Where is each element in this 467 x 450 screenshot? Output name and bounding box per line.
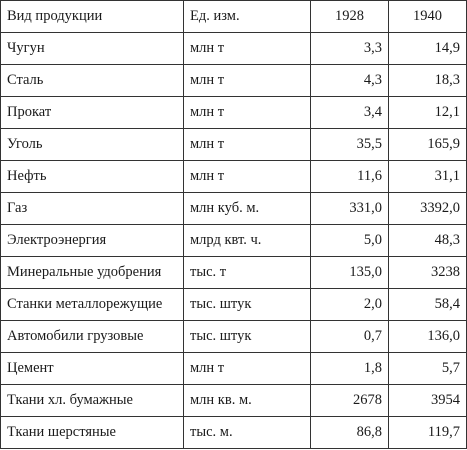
row-value-1940: 31,1 bbox=[388, 160, 467, 193]
row-value-1940: 165,9 bbox=[388, 128, 467, 161]
row-value-1928: 5,0 bbox=[310, 224, 389, 257]
header-unit: Ед. изм. bbox=[183, 0, 311, 33]
row-value-1940: 119,7 bbox=[388, 416, 467, 449]
row-value-1940: 136,0 bbox=[388, 320, 467, 353]
row-unit: млн т bbox=[183, 160, 311, 193]
row-value-1928: 2,0 bbox=[310, 288, 389, 321]
row-value-1940: 48,3 bbox=[388, 224, 467, 257]
row-value-1928: 1,8 bbox=[310, 352, 389, 385]
row-value-1928: 11,6 bbox=[310, 160, 389, 193]
row-product: Газ bbox=[0, 192, 184, 225]
header-year-1928: 1928 bbox=[310, 0, 389, 33]
table-row: Ткани шерстяные тыс. м. 86,8 119,7 bbox=[0, 416, 467, 449]
table-row: Станки металлорежущие тыс. штук 2,0 58,4 bbox=[0, 288, 467, 321]
table-row: Электроэнергия млрд квт. ч. 5,0 48,3 bbox=[0, 224, 467, 257]
row-value-1928: 3,3 bbox=[310, 32, 389, 65]
row-unit: тыс. т bbox=[183, 256, 311, 289]
row-value-1928: 331,0 bbox=[310, 192, 389, 225]
row-value-1928: 86,8 bbox=[310, 416, 389, 449]
row-unit: млн кв. м. bbox=[183, 384, 311, 417]
row-value-1940: 3392,0 bbox=[388, 192, 467, 225]
table-row: Автомобили грузовые тыс. штук 0,7 136,0 bbox=[0, 320, 467, 353]
row-product: Ткани хл. бумажные bbox=[0, 384, 184, 417]
row-value-1928: 3,4 bbox=[310, 96, 389, 129]
row-value-1940: 12,1 bbox=[388, 96, 467, 129]
row-unit: млн т bbox=[183, 352, 311, 385]
row-unit: тыс. м. bbox=[183, 416, 311, 449]
row-product: Минеральные удобрения bbox=[0, 256, 184, 289]
row-value-1940: 18,3 bbox=[388, 64, 467, 97]
table-row: Сталь млн т 4,3 18,3 bbox=[0, 64, 467, 97]
row-product: Ткани шерстяные bbox=[0, 416, 184, 449]
row-product: Уголь bbox=[0, 128, 184, 161]
row-product: Прокат bbox=[0, 96, 184, 129]
row-product: Нефть bbox=[0, 160, 184, 193]
row-unit: млн куб. м. bbox=[183, 192, 311, 225]
row-unit: млн т bbox=[183, 64, 311, 97]
header-product: Вид продукции bbox=[0, 0, 184, 33]
header-year-1940: 1940 bbox=[388, 0, 467, 33]
table-row: Уголь млн т 35,5 165,9 bbox=[0, 128, 467, 161]
table-row: Нефть млн т 11,6 31,1 bbox=[0, 160, 467, 193]
row-value-1928: 4,3 bbox=[310, 64, 389, 97]
row-unit: млн т bbox=[183, 32, 311, 65]
row-unit: тыс. штук bbox=[183, 288, 311, 321]
row-unit: млн т bbox=[183, 96, 311, 129]
row-unit: тыс. штук bbox=[183, 320, 311, 353]
row-value-1928: 35,5 bbox=[310, 128, 389, 161]
row-unit: млрд квт. ч. bbox=[183, 224, 311, 257]
row-value-1940: 5,7 bbox=[388, 352, 467, 385]
table-row: Прокат млн т 3,4 12,1 bbox=[0, 96, 467, 129]
row-value-1940: 58,4 bbox=[388, 288, 467, 321]
table-row: Газ млн куб. м. 331,0 3392,0 bbox=[0, 192, 467, 225]
row-value-1940: 3954 bbox=[388, 384, 467, 417]
row-product: Сталь bbox=[0, 64, 184, 97]
row-product: Цемент bbox=[0, 352, 184, 385]
row-product: Электроэнергия bbox=[0, 224, 184, 257]
row-product: Чугун bbox=[0, 32, 184, 65]
row-value-1928: 0,7 bbox=[310, 320, 389, 353]
row-value-1940: 14,9 bbox=[388, 32, 467, 65]
table-row: Ткани хл. бумажные млн кв. м. 2678 3954 bbox=[0, 384, 467, 417]
row-product: Станки металлорежущие bbox=[0, 288, 184, 321]
table-row: Чугун млн т 3,3 14,9 bbox=[0, 32, 467, 65]
row-value-1928: 2678 bbox=[310, 384, 389, 417]
row-value-1928: 135,0 bbox=[310, 256, 389, 289]
table-row: Цемент млн т 1,8 5,7 bbox=[0, 352, 467, 385]
table-row: Минеральные удобрения тыс. т 135,0 3238 bbox=[0, 256, 467, 289]
row-unit: млн т bbox=[183, 128, 311, 161]
row-value-1940: 3238 bbox=[388, 256, 467, 289]
row-product: Автомобили грузовые bbox=[0, 320, 184, 353]
table-header-row: Вид продукции Ед. изм. 1928 1940 bbox=[0, 0, 467, 33]
